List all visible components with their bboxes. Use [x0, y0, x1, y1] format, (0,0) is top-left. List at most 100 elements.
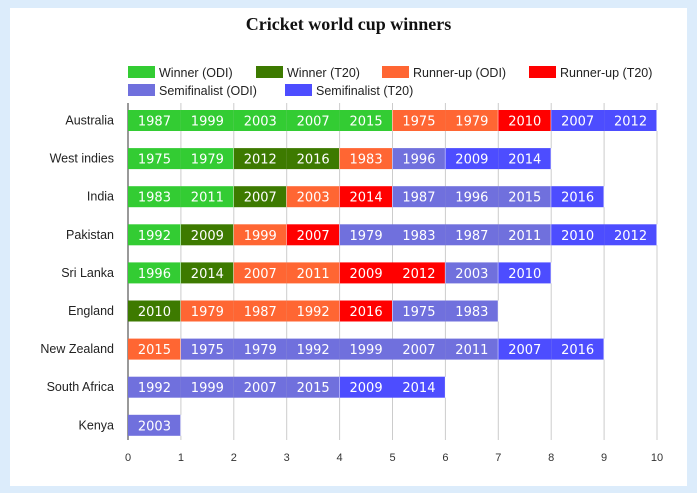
category-label-india: India	[87, 190, 114, 204]
legend-swatch-w_odi	[128, 66, 155, 78]
bar-segment-r_t20-2012	[392, 262, 446, 284]
data-label-2014: 2014	[350, 191, 383, 206]
data-label-2003: 2003	[455, 267, 488, 282]
data-label-1979: 1979	[191, 153, 224, 168]
bar-segment-s_odi-1983	[445, 300, 499, 322]
bar-segment-w_odi-1975	[128, 148, 181, 170]
x-tick-label-9: 9	[601, 452, 607, 464]
data-label-1999: 1999	[244, 229, 277, 244]
x-tick-label-0: 0	[125, 452, 131, 464]
data-label-2012: 2012	[244, 153, 277, 168]
data-label-1992: 1992	[297, 305, 330, 320]
chart-card	[10, 8, 687, 486]
data-label-2007: 2007	[244, 381, 277, 396]
data-label-2009: 2009	[350, 267, 383, 282]
bar-segment-s_odi-1992	[128, 376, 181, 398]
x-tick-label-3: 3	[284, 452, 290, 464]
data-label-2016: 2016	[561, 191, 594, 206]
bar-segment-r_t20-2016	[339, 300, 393, 322]
data-label-2015: 2015	[508, 191, 541, 206]
bar-segment-s_odi-2015	[286, 376, 340, 398]
legend-swatch-s_t20	[285, 84, 312, 96]
bar-segment-w_odi-2015	[339, 110, 393, 131]
data-label-1975: 1975	[191, 343, 224, 358]
bar-segment-s_odi-1999	[339, 338, 393, 360]
data-label-1992: 1992	[138, 229, 171, 244]
bar-segment-s_t20-2007	[498, 338, 552, 360]
data-label-1975: 1975	[402, 115, 435, 130]
data-label-1987: 1987	[244, 305, 277, 320]
data-label-2012: 2012	[614, 115, 647, 130]
bar-segment-s_t20-2009	[339, 376, 393, 398]
data-label-1975: 1975	[402, 305, 435, 320]
data-label-2012: 2012	[402, 267, 435, 282]
data-label-2009: 2009	[191, 229, 224, 244]
data-label-2012: 2012	[614, 229, 647, 244]
bar-segment-w_t20-2007	[233, 186, 287, 208]
chart-title: Cricket world cup winners	[245, 14, 452, 34]
data-label-2003: 2003	[138, 419, 171, 434]
data-label-2011: 2011	[508, 229, 541, 244]
data-label-1999: 1999	[350, 343, 383, 358]
bar-segment-w_odi-1983	[128, 186, 181, 208]
data-label-2007: 2007	[244, 267, 277, 282]
category-label-england: England	[68, 304, 114, 318]
legend-swatch-w_t20	[256, 66, 283, 78]
bar-segment-s_odi-1996	[445, 186, 499, 208]
x-tick-label-4: 4	[337, 452, 343, 464]
bar-segment-s_odi-1983	[392, 224, 446, 246]
data-label-2010: 2010	[508, 267, 541, 282]
bar-segment-s_t20-2010	[498, 262, 552, 284]
bar-segment-s_t20-2014	[498, 148, 552, 170]
data-label-1983: 1983	[350, 153, 383, 168]
data-label-1992: 1992	[297, 343, 330, 358]
data-label-1996: 1996	[138, 267, 171, 282]
x-tick-label-10: 10	[651, 452, 663, 464]
bar-segment-r_t20-2007	[286, 224, 340, 246]
bar-segment-w_odi-2003	[233, 110, 287, 131]
bar-segment-s_t20-2016	[551, 338, 605, 360]
bar-segment-r_odi-2011	[286, 262, 340, 284]
legend-label-w_t20: Winner (T20)	[287, 66, 360, 80]
data-label-2014: 2014	[402, 381, 435, 396]
bar-segment-s_odi-2015	[498, 186, 552, 208]
data-label-2007: 2007	[402, 343, 435, 358]
data-label-2003: 2003	[297, 191, 330, 206]
bar-segment-r_odi-2007	[233, 262, 287, 284]
legend-label-r_odi: Runner-up (ODI)	[413, 66, 506, 80]
category-label-west-indies: West indies	[50, 152, 114, 166]
x-tick-label-6: 6	[442, 452, 448, 464]
bar-segment-r_t20-2014	[339, 186, 393, 208]
bar-segment-w_odi-2011	[180, 186, 234, 208]
bar-segment-s_odi-2003	[128, 414, 181, 436]
legend-label-w_odi: Winner (ODI)	[159, 66, 233, 80]
bar-segment-s_odi-1987	[392, 186, 446, 208]
data-label-1979: 1979	[455, 115, 488, 130]
bar-segment-r_odi-2003	[286, 186, 340, 208]
data-label-1996: 1996	[455, 191, 488, 206]
bar-segment-s_odi-2003	[445, 262, 499, 284]
bar-segment-s_odi-1975	[180, 338, 234, 360]
bar-segment-w_odi-1987	[128, 110, 181, 131]
legend-label-s_t20: Semifinalist (T20)	[316, 84, 413, 98]
bar-segment-r_t20-2009	[339, 262, 393, 284]
bar-segment-r_odi-2015	[128, 338, 181, 360]
data-label-1992: 1992	[138, 381, 171, 396]
legend-label-s_odi: Semifinalist (ODI)	[159, 84, 257, 98]
bar-segment-r_odi-1987	[233, 300, 287, 322]
legend-label-r_t20: Runner-up (T20)	[560, 66, 652, 80]
bar-segment-w_odi-1979	[180, 148, 234, 170]
data-label-2011: 2011	[297, 267, 330, 282]
category-label-south-africa: South Africa	[47, 380, 114, 394]
bar-segment-s_odi-1979	[339, 224, 393, 246]
data-label-2016: 2016	[297, 153, 330, 168]
bar-segment-w_t20-2014	[180, 262, 234, 284]
bar-segment-w_t20-2016	[286, 148, 340, 170]
x-tick-label-2: 2	[231, 452, 237, 464]
data-label-2009: 2009	[350, 381, 383, 396]
bar-segment-w_t20-2012	[233, 148, 287, 170]
x-tick-label-1: 1	[178, 452, 184, 464]
bar-segment-s_odi-2007	[392, 338, 446, 360]
data-label-2015: 2015	[350, 115, 383, 130]
